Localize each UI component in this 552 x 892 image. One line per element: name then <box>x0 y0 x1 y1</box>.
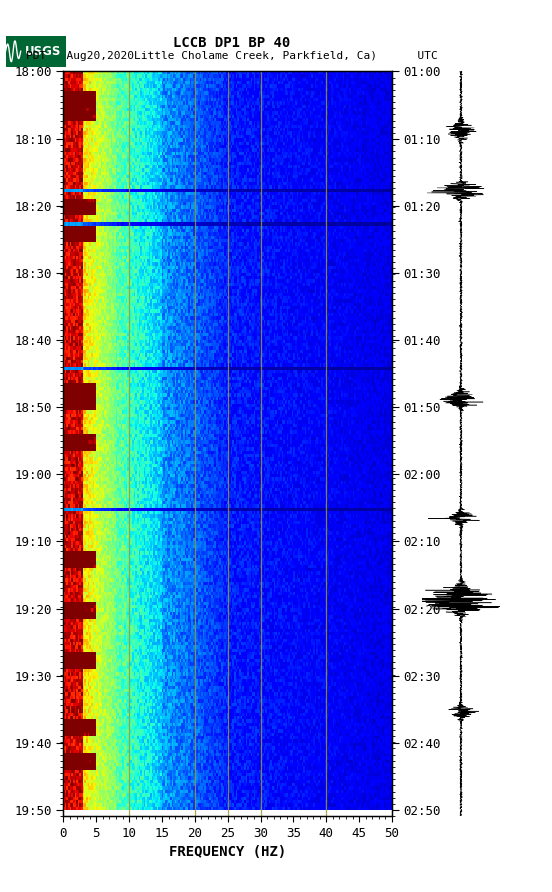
Text: LCCB DP1 BP 40: LCCB DP1 BP 40 <box>173 36 290 50</box>
Text: USGS: USGS <box>25 45 61 58</box>
Text: PDT   Aug20,2020Little Cholame Creek, Parkfield, Ca)      UTC: PDT Aug20,2020Little Cholame Creek, Park… <box>26 51 438 61</box>
X-axis label: FREQUENCY (HZ): FREQUENCY (HZ) <box>169 845 286 859</box>
